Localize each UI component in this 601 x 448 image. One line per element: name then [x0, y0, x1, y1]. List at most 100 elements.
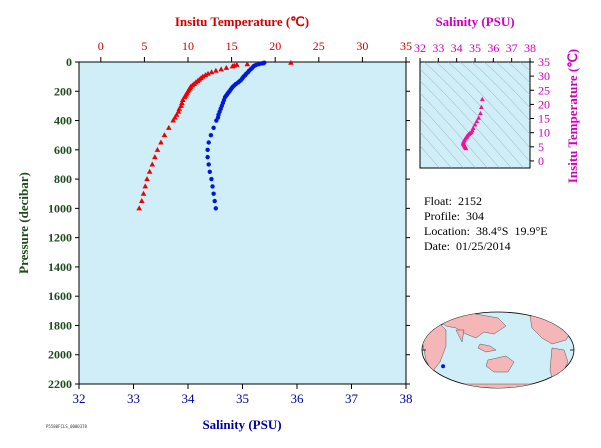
- profile-number: Profile: 304: [424, 209, 484, 223]
- temperature-tick-label: 25: [313, 39, 325, 53]
- ts-temperature-label: Insitu Temperature (℃): [565, 49, 580, 183]
- salinity-point: [214, 118, 219, 123]
- density-contour: [423, 62, 524, 168]
- location: Location: 38.4°S 19.9°E: [424, 224, 548, 238]
- footer-code: P5580FCLS_0000378: [46, 424, 87, 429]
- temperature-point: [142, 183, 149, 189]
- temperature-point: [149, 161, 156, 167]
- salinity-tick-label: 38: [400, 391, 413, 406]
- temperature-point: [170, 117, 176, 123]
- density-contour: [420, 68, 512, 168]
- density-contour: [435, 62, 530, 163]
- density-contour: [483, 62, 530, 109]
- temperature-point: [136, 205, 142, 211]
- salinity-series: [205, 60, 267, 211]
- float-id: Float: 2152: [424, 194, 483, 208]
- pressure-tick-label: 2200: [48, 377, 72, 391]
- salinity-point: [208, 132, 214, 138]
- ts-temperature-tick-label: 30: [538, 69, 550, 83]
- pressure-tick-label: 1800: [48, 318, 72, 332]
- profile-plot-area: [78, 61, 407, 385]
- ts-salinity-tick-label: 34: [451, 41, 463, 55]
- salinity-point: [210, 184, 215, 189]
- salinity-tick-label: 37: [345, 391, 359, 406]
- ts-temperature-tick-label: 0: [538, 154, 544, 168]
- temperature-point: [229, 63, 236, 69]
- density-contours: [420, 62, 530, 168]
- temperature-tick-label: 15: [226, 39, 238, 53]
- ts-salinity-tick-label: 32: [414, 41, 426, 55]
- ts-salinity-tick-label: 33: [432, 41, 444, 55]
- salinity-point: [205, 154, 210, 160]
- temperature-point: [140, 190, 147, 196]
- temperature-tick-label: 30: [356, 39, 368, 53]
- ts-salinity-label: Salinity (PSU): [435, 14, 514, 29]
- salinity-axis: 32 33 34 35 36 37 38: [73, 384, 413, 406]
- ts-salinity-tick-label: 37: [506, 41, 518, 55]
- salinity-point: [212, 198, 217, 204]
- density-contour: [471, 62, 530, 122]
- salinity-tick-label: 34: [182, 391, 196, 406]
- ts-point: [463, 145, 469, 151]
- pressure-tick-label: 1600: [48, 289, 72, 303]
- temperature-tick-label: 10: [182, 39, 194, 53]
- salinity-tick-label: 32: [73, 391, 86, 406]
- pressure-axis: 0 200 400 600 800 1000 1200 1400 1600 1800 2000 220…: [48, 55, 410, 391]
- temperature-tick-label: 0: [98, 39, 104, 53]
- temperature-axis: 0 5 10 15 20 25 30 35: [98, 39, 412, 62]
- ts-salinity-tick-label: 38: [524, 41, 536, 55]
- ts-point: [474, 118, 480, 124]
- profile-plot: 0200400600800100012001400160018002000220…: [16, 14, 413, 432]
- temperature-point: [144, 176, 150, 182]
- salinity-point: [206, 140, 211, 145]
- temperature-point: [152, 154, 158, 160]
- temperature-point: [218, 66, 224, 72]
- pressure-tick-label: 600: [54, 143, 72, 157]
- ts-temperature-tick-label: 20: [538, 97, 550, 111]
- density-contour: [420, 80, 500, 168]
- temperature-point: [154, 146, 161, 152]
- ts-salinity-tick-label: 35: [469, 41, 481, 55]
- salinity-tick-label: 35: [236, 391, 249, 406]
- ts-points: [460, 96, 485, 151]
- salinity-tick-label: 33: [127, 391, 140, 406]
- temperature-point: [223, 64, 230, 70]
- pressure-tick-label: 2000: [48, 348, 72, 362]
- pressure-axis-label: Pressure (decibar): [16, 172, 31, 274]
- temperature-point: [179, 97, 186, 103]
- ts-temperature-tick-label: 15: [538, 112, 550, 126]
- pressure-tick-label: 1000: [48, 201, 72, 215]
- temperature-series: [136, 59, 294, 211]
- ts-temperature-tick-label: 10: [538, 126, 550, 140]
- world-map-icon: [421, 311, 575, 389]
- ts-point: [479, 96, 485, 102]
- ts-point: [479, 104, 484, 110]
- pressure-tick-label: 800: [54, 172, 72, 186]
- float-location-marker: [441, 364, 446, 369]
- ts-plot-area: [419, 61, 531, 169]
- density-contour: [447, 62, 530, 149]
- salinity-tick-label: 36: [291, 391, 305, 406]
- pressure-tick-label: 0: [66, 55, 72, 69]
- pressure-tick-label: 400: [54, 114, 72, 128]
- temperature-tick-label: 20: [269, 39, 281, 53]
- temperature-point: [138, 198, 145, 204]
- temperature-tick-label: 5: [141, 39, 147, 53]
- pressure-tick-label: 1200: [48, 231, 72, 245]
- ts-point: [478, 110, 483, 116]
- temperature-point: [179, 99, 185, 105]
- temperature-point: [288, 59, 294, 65]
- temperature-point: [158, 139, 164, 145]
- temperature-point: [213, 67, 219, 73]
- temperature-axis-label: Insitu Temperature (℃): [175, 14, 309, 29]
- ts-point: [476, 115, 482, 120]
- temperature-point: [176, 105, 183, 111]
- pressure-tick-label: 200: [54, 84, 72, 98]
- salinity-point: [209, 176, 214, 182]
- date: Date: 01/25/2014: [424, 239, 511, 253]
- salinity-point: [211, 125, 216, 131]
- salinity-point: [206, 162, 211, 167]
